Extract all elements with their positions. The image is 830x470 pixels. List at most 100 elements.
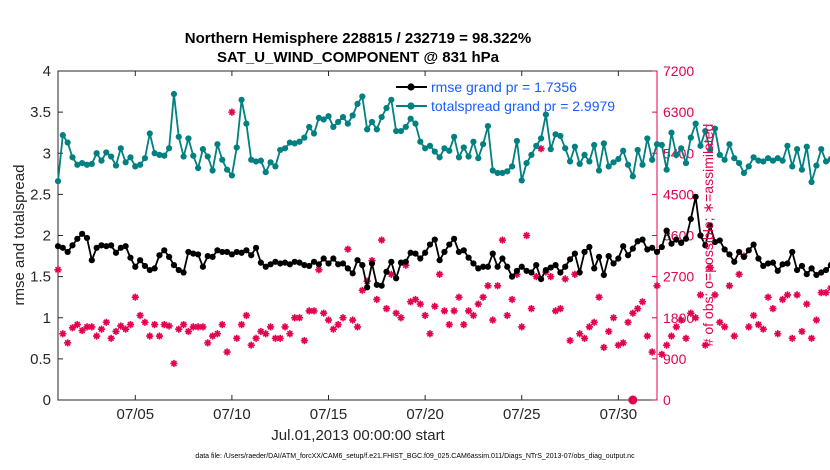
obs-assimilated-marker [184, 327, 193, 336]
obs-assimilated-marker [489, 316, 497, 324]
totalspread-point [620, 147, 627, 154]
totalspread-point [760, 158, 767, 165]
rmse-point [798, 262, 806, 270]
rmse-point [69, 242, 76, 249]
totalspread-point [83, 161, 91, 168]
rmse-point [146, 266, 153, 274]
totalspread-point [277, 146, 284, 154]
rmse-point [88, 257, 95, 264]
obs-assimilated-marker [817, 289, 825, 297]
rmse-point [750, 241, 757, 248]
rmse-point [678, 239, 685, 247]
obs-assimilated-marker [503, 311, 511, 320]
obs-assimilated-marker [479, 293, 487, 301]
obs-assimilated-marker [286, 330, 294, 338]
obs-assimilated-marker [658, 350, 666, 358]
legend: rmse grand pr = 1.7356 totalspread grand… [396, 79, 615, 114]
totalspread-point [378, 113, 385, 121]
obs-assimilated-marker [634, 305, 642, 313]
obs-assimilated-marker [653, 282, 661, 290]
rmse-point [199, 263, 207, 270]
rmse-point [813, 271, 820, 279]
rmse-point [726, 251, 733, 258]
rmse-point [769, 259, 777, 266]
rmse-point [54, 243, 62, 250]
totalspread-point [668, 129, 675, 136]
obs-assimilated-marker [189, 323, 197, 331]
y-right-tick-label: 2700 [663, 269, 694, 285]
obs-assimilated-marker [242, 311, 250, 320]
obs-assimilated-marker [440, 307, 449, 315]
totalspread-point [750, 154, 757, 161]
obs-assimilated-marker [271, 334, 279, 342]
obs-assimilated-marker [566, 336, 574, 345]
rmse-point [620, 243, 627, 250]
rmse-point [610, 260, 617, 267]
obs-assimilated-marker [667, 332, 676, 340]
obs-assimilated-marker [778, 295, 787, 304]
rmse-point [692, 193, 699, 200]
rmse-point [639, 236, 646, 243]
series-totalspread [54, 90, 830, 186]
rmse-point [252, 244, 260, 251]
totalspread-point [373, 126, 380, 133]
rmse-point [653, 248, 661, 256]
y-right-tick-label: 7200 [663, 63, 694, 79]
totalspread-point [711, 125, 719, 132]
obs-assimilated-marker [397, 314, 405, 322]
rmse-point [581, 248, 588, 256]
rmse-point [325, 260, 332, 267]
rmse-point [721, 246, 728, 253]
obs-possible-marker [628, 395, 638, 405]
totalspread-point [663, 166, 670, 173]
totalspread-point [571, 143, 578, 150]
rmse-point [320, 255, 327, 262]
obs-assimilated-marker [329, 325, 337, 333]
obs-assimilated-marker [223, 348, 231, 356]
totalspread-point [673, 151, 680, 158]
totalspread-point [634, 146, 641, 154]
y-left-tick-label: 0 [43, 392, 51, 409]
obs-assimilated-marker [107, 334, 115, 342]
totalspread-point [803, 143, 810, 150]
rmse-point [765, 260, 772, 267]
totalspread-point [595, 167, 603, 174]
plot-area [57, 70, 658, 401]
obs-assimilated-marker [812, 316, 821, 324]
rmse-point [388, 258, 395, 265]
obs-assimilated-marker [436, 270, 444, 278]
obs-assimilated-marker [754, 321, 763, 329]
totalspread-point [813, 162, 820, 169]
totalspread-point [716, 151, 723, 158]
obs-assimilated-marker [262, 330, 270, 338]
obs-assimilated-marker [687, 309, 695, 317]
y-left-tick-label: 0.5 [30, 351, 51, 368]
rmse-point [277, 260, 284, 267]
rmse-point [576, 269, 583, 276]
obs-assimilated-marker [208, 332, 217, 340]
obs-assimilated-marker [585, 323, 593, 331]
totalspread-point [330, 123, 337, 131]
totalspread-point [533, 142, 540, 149]
obs-assimilated-marker [199, 323, 207, 331]
y-left-tick-label: 3.5 [30, 104, 51, 121]
rmse-point [397, 259, 405, 266]
rmse-point [615, 255, 622, 262]
rmse-point [571, 250, 578, 257]
y-right-tick-label: 900 [663, 351, 687, 367]
totalspread-point [325, 113, 332, 120]
rmse-point [393, 275, 400, 282]
totalspread-point [112, 162, 120, 169]
totalspread-point [141, 155, 149, 162]
obs-assimilated-marker [629, 309, 637, 317]
obs-assimilated-marker [88, 323, 96, 331]
rmse-point [330, 255, 337, 262]
totalspread-point [426, 142, 434, 149]
obs-assimilated-marker [619, 339, 627, 347]
rmse-point [673, 236, 680, 243]
totalspread-point [393, 127, 400, 135]
totalspread-point [692, 120, 699, 127]
totalspread-point [383, 104, 390, 112]
totalspread-point [161, 152, 168, 159]
totalspread-point [301, 134, 308, 141]
